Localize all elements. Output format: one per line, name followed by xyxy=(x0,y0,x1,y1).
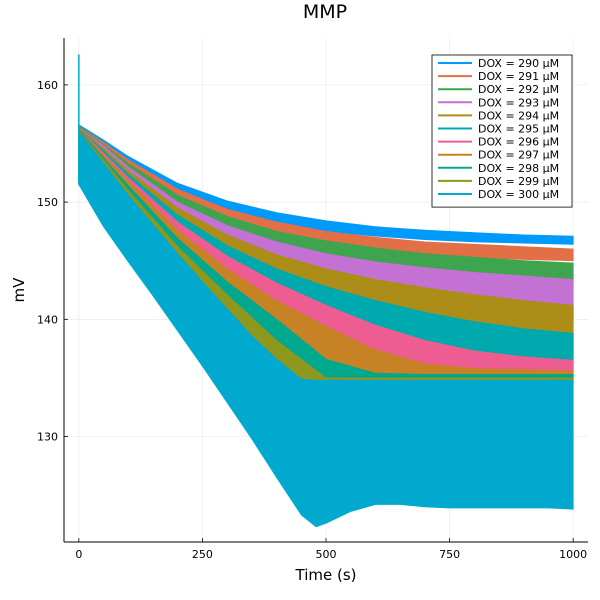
legend-label: DOX = 295 μM xyxy=(478,123,559,136)
y-tick-label: 160 xyxy=(37,79,58,92)
x-axis-title: Time (s) xyxy=(295,566,357,584)
x-tick-label: 250 xyxy=(192,548,213,561)
series-band-11 xyxy=(78,130,574,528)
y-tick-label: 150 xyxy=(37,196,58,209)
legend-label: DOX = 296 μM xyxy=(478,136,559,149)
x-tick-label: 0 xyxy=(75,548,82,561)
x-tick-label: 750 xyxy=(439,548,460,561)
series-bands xyxy=(78,54,574,528)
legend-label: DOX = 292 μM xyxy=(478,83,559,96)
axes xyxy=(63,38,588,543)
x-tick-label: 1000 xyxy=(559,548,587,561)
legend-label: DOX = 298 μM xyxy=(478,162,559,175)
y-tick-label: 140 xyxy=(37,313,58,326)
y-axis-title: mV xyxy=(10,277,28,303)
legend-label: DOX = 299 μM xyxy=(478,175,559,188)
chart-title: MMP xyxy=(303,1,347,23)
legend-label: DOX = 290 μM xyxy=(478,57,559,70)
legend-label: DOX = 297 μM xyxy=(478,149,559,162)
legend-label: DOX = 293 μM xyxy=(478,96,559,109)
legend-label: DOX = 294 μM xyxy=(478,109,559,122)
legend-label: DOX = 291 μM xyxy=(478,70,559,83)
y-tick-label: 130 xyxy=(37,431,58,444)
tick-labels: 0 250 500 750 1000 130 140 150 160 xyxy=(37,79,587,561)
legend-label: DOX = 300 μM xyxy=(478,188,559,201)
x-tick-label: 500 xyxy=(316,548,337,561)
